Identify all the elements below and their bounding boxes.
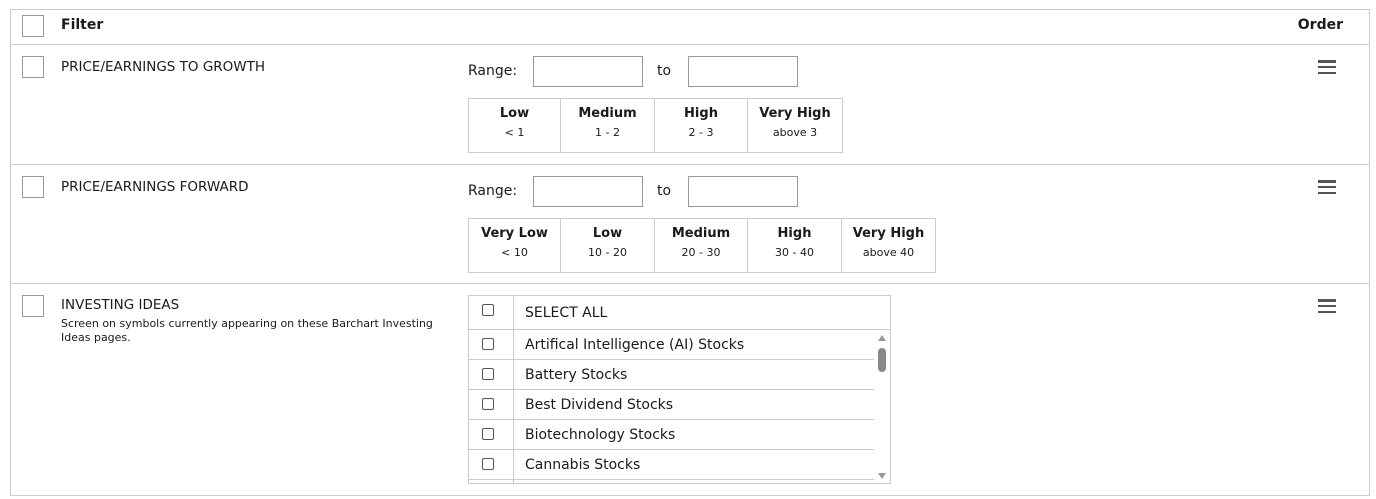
select-all-option[interactable]: SELECT ALL <box>469 296 890 330</box>
preset-buttons: Low < 1 Medium 1 - 2 High 2 - 3 Very High ab… <box>468 98 843 153</box>
preset-label: Very Low <box>481 226 548 241</box>
preset-buttons: Very Low < 10 Low 10 - 20 Medium 20 - 30 Hi… <box>468 218 936 273</box>
filter-checkbox[interactable] <box>22 176 44 198</box>
to-label: to <box>657 183 672 199</box>
filter-row-peg: PRICE/EARNINGS TO GROWTH Range: to Low < … <box>11 45 1369 165</box>
filter-title: INVESTING IDEAS <box>61 297 180 313</box>
checkbox[interactable] <box>482 304 494 316</box>
preset-high[interactable]: High 2 - 3 <box>655 99 748 152</box>
option-label: Cannabis Stocks <box>525 456 641 473</box>
preset-low[interactable]: Low 10 - 20 <box>561 219 655 272</box>
preset-very-high[interactable]: Very High above 3 <box>748 99 842 152</box>
checkbox[interactable] <box>482 368 494 380</box>
range-label: Range: <box>468 183 518 199</box>
preset-range: 20 - 30 <box>681 246 721 259</box>
list-item[interactable]: Artifical Intelligence (AI) Stocks <box>469 330 875 360</box>
preset-high[interactable]: High 30 - 40 <box>748 219 842 272</box>
preset-medium[interactable]: Medium 20 - 30 <box>655 219 748 272</box>
filter-row-pe-forward: PRICE/EARNINGS FORWARD Range: to Very Lo… <box>11 165 1369 284</box>
preset-medium[interactable]: Medium 1 - 2 <box>561 99 655 152</box>
preset-range: 10 - 20 <box>588 246 627 259</box>
drag-handle-icon[interactable] <box>1318 299 1336 314</box>
to-label: to <box>657 63 672 79</box>
checkbox[interactable] <box>482 398 494 410</box>
preset-range: 30 - 40 <box>775 246 814 259</box>
option-label: Best Dividend Stocks <box>525 396 674 413</box>
range-to-input[interactable] <box>688 176 798 207</box>
preset-range: < 1 <box>504 126 525 139</box>
drag-handle-icon[interactable] <box>1318 60 1336 75</box>
checkbox[interactable] <box>482 338 494 350</box>
checkbox[interactable] <box>482 458 494 470</box>
preset-very-high[interactable]: Very High above 40 <box>842 219 935 272</box>
option-label: Battery Stocks <box>525 366 628 383</box>
preset-range: 2 - 3 <box>688 126 714 139</box>
preset-label: High <box>777 226 812 241</box>
preset-label: Very High <box>852 226 925 241</box>
list-item[interactable]: Cannabis Stocks <box>469 450 875 480</box>
range-label: Range: <box>468 63 518 79</box>
preset-label: Medium <box>578 106 637 121</box>
preset-range: 1 - 2 <box>595 126 620 139</box>
checkbox[interactable] <box>482 428 494 440</box>
option-label: Biotechnology Stocks <box>525 426 676 443</box>
drag-handle-icon[interactable] <box>1318 180 1336 195</box>
range-from-input[interactable] <box>533 56 643 87</box>
preset-label: Medium <box>671 226 731 241</box>
preset-low[interactable]: Low < 1 <box>469 99 561 152</box>
filter-description: Screen on symbols currently appearing on… <box>61 317 433 344</box>
filter-checkbox[interactable] <box>22 295 44 317</box>
table-header: Filter Order <box>11 10 1369 45</box>
preset-range: < 10 <box>501 246 528 259</box>
investing-ideas-list[interactable]: SELECT ALL Artifical Intelligence (AI) S… <box>468 295 891 484</box>
preset-range: above 3 <box>772 126 818 139</box>
preset-label: Low <box>592 226 623 241</box>
filter-table: Filter Order PRICE/EARNINGS TO GROWTH Ra… <box>10 9 1370 496</box>
range-from-input[interactable] <box>533 176 643 207</box>
filter-checkbox[interactable] <box>22 56 44 78</box>
filter-column-header: Filter <box>61 17 104 33</box>
scroll-down-arrow-icon[interactable] <box>878 473 886 479</box>
filter-title: PRICE/EARNINGS TO GROWTH <box>61 59 266 75</box>
scroll-up-arrow-icon[interactable] <box>878 335 886 341</box>
filter-row-investing-ideas: INVESTING IDEAS Screen on symbols curren… <box>11 284 1369 496</box>
order-column-header: Order <box>1297 17 1343 33</box>
list-item[interactable]: Best Dividend Stocks <box>469 390 875 420</box>
list-item[interactable] <box>469 480 875 483</box>
preset-label: Very High <box>759 106 831 121</box>
select-all-filters-checkbox[interactable] <box>22 15 44 37</box>
list-item[interactable]: Biotechnology Stocks <box>469 420 875 450</box>
range-to-input[interactable] <box>688 56 798 87</box>
filter-title: PRICE/EARNINGS FORWARD <box>61 179 249 195</box>
option-label: SELECT ALL <box>525 304 608 321</box>
scrollbar-thumb[interactable] <box>878 348 886 372</box>
preset-label: High <box>684 106 718 121</box>
preset-very-low[interactable]: Very Low < 10 <box>469 219 561 272</box>
list-item[interactable]: Battery Stocks <box>469 360 875 390</box>
preset-range: above 40 <box>862 246 915 259</box>
preset-label: Low <box>499 106 530 121</box>
option-label: Artifical Intelligence (AI) Stocks <box>525 336 745 353</box>
scrollbar[interactable] <box>874 330 890 483</box>
